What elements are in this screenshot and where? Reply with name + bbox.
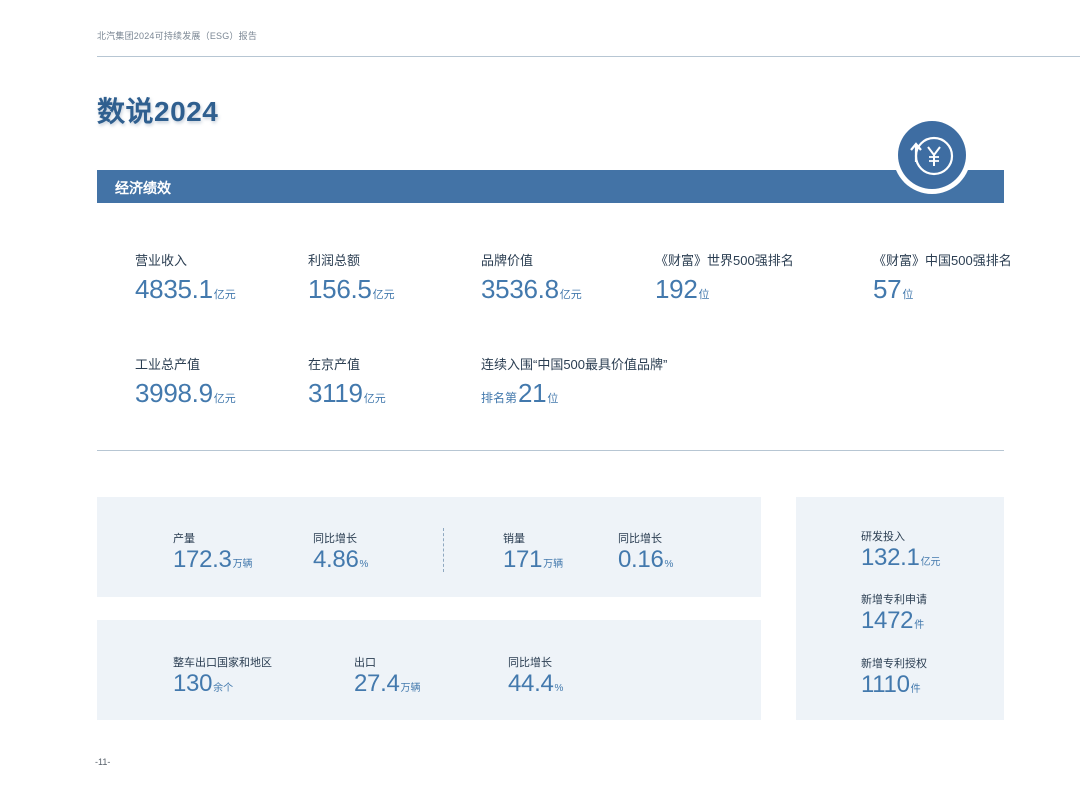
stat-label: 同比增长	[313, 533, 357, 545]
stat-unit: 位	[547, 393, 559, 405]
stat-label: 连续入围“中国500最具价值品牌”	[481, 357, 668, 372]
stat-value: 132.1	[861, 544, 920, 571]
stat-unit: 位	[902, 289, 914, 301]
report-header-title: 北汽集团2024可持续发展（ESG）报告	[97, 31, 258, 41]
stat-rnd-investment: 研发投入 132.1亿元	[861, 528, 941, 576]
section-divider	[97, 450, 1004, 451]
header-divider	[97, 56, 1080, 57]
stat-value: 27.4	[354, 670, 400, 697]
stat-value: 192	[655, 274, 698, 304]
currency-up-arrow-icon	[898, 121, 966, 189]
stat-label: 《财富》世界500强排名	[655, 253, 794, 268]
section-bar: 经济绩效	[97, 170, 1004, 203]
stat-label: 研发投入	[861, 531, 905, 543]
stat-revenue: 营业收入 4835.1亿元	[135, 250, 236, 305]
stat-value: 0.16	[618, 546, 664, 573]
stat-fortune-china: 《财富》中国500强排名 57位	[873, 250, 1012, 305]
stat-value: 1472	[861, 607, 914, 634]
stat-unit: %	[664, 559, 674, 570]
stat-unit: %	[359, 559, 369, 570]
production-panel	[97, 497, 761, 597]
stat-sales: 销量 171万辆	[503, 530, 563, 578]
stat-brand-value: 品牌价值 3536.8亿元	[481, 250, 582, 305]
stat-value: 57	[873, 274, 902, 304]
stat-unit: 亿元	[559, 289, 582, 301]
stat-unit: 亿元	[363, 393, 386, 405]
stat-label: 新增专利申请	[861, 594, 927, 606]
stat-label: 利润总额	[308, 253, 361, 268]
stat-value: 21	[518, 378, 547, 408]
stat-export-volume: 出口 27.4万辆	[354, 654, 421, 702]
stat-unit: 亿元	[920, 557, 941, 568]
stat-label: 整车出口国家和地区	[173, 657, 272, 669]
stat-unit: 件	[910, 684, 921, 695]
stat-fortune-global: 《财富》世界500强排名 192位	[655, 250, 794, 305]
stat-label: 销量	[503, 533, 525, 545]
stat-output-growth: 同比增长 4.86%	[313, 530, 368, 578]
stat-profit: 利润总额 156.5亿元	[308, 250, 395, 305]
stat-sales-growth: 同比增长 0.16%	[618, 530, 673, 578]
stat-unit: 亿元	[372, 289, 395, 301]
stat-value: 3536.8	[481, 274, 559, 304]
stat-value: 156.5	[308, 274, 372, 304]
stat-value: 1110	[861, 671, 910, 698]
stat-unit: 万辆	[400, 683, 421, 694]
stat-patent-applications: 新增专利申请 1472件	[861, 591, 927, 639]
stat-unit: 亿元	[213, 393, 236, 405]
stat-unit: 万辆	[232, 559, 253, 570]
stat-label: 同比增长	[618, 533, 662, 545]
stat-value: 4835.1	[135, 274, 213, 304]
section-title: 经济绩效	[115, 180, 171, 196]
page-title: 数说2024	[97, 96, 219, 127]
stat-value: 172.3	[173, 546, 232, 573]
rnd-panel	[796, 497, 1004, 720]
stat-label: 产量	[173, 533, 195, 545]
stat-production-output: 产量 172.3万辆	[173, 530, 253, 578]
stat-label: 《财富》中国500强排名	[873, 253, 1012, 268]
stat-label: 同比增长	[508, 657, 552, 669]
stat-industrial-output: 工业总产值 3998.9亿元	[135, 354, 236, 409]
stat-unit: 亿元	[213, 289, 236, 301]
stat-unit: 余个	[213, 683, 234, 694]
stat-unit: 件	[914, 620, 925, 631]
stat-patent-grants: 新增专利授权 1110件	[861, 655, 927, 703]
stat-unit: %	[554, 683, 564, 694]
stat-label: 营业收入	[135, 253, 188, 268]
stat-value: 130	[173, 670, 213, 697]
stat-label: 在京产值	[308, 357, 361, 372]
stat-label: 出口	[354, 657, 376, 669]
stat-unit: 位	[698, 289, 710, 301]
stat-prefix: 排名第	[481, 391, 518, 405]
stat-value: 171	[503, 546, 543, 573]
stat-export-growth: 同比增长 44.4%	[508, 654, 563, 702]
stat-unit: 万辆	[543, 559, 564, 570]
stat-export-countries: 整车出口国家和地区 130余个	[173, 654, 272, 702]
stat-brand-rank: 连续入围“中国500最具价值品牌” 排名第21位	[481, 354, 667, 409]
stat-beijing-output: 在京产值 3119亿元	[308, 354, 386, 409]
stat-label: 新增专利授权	[861, 658, 927, 670]
export-panel	[97, 620, 761, 720]
stat-value: 4.86	[313, 546, 359, 573]
stat-value: 44.4	[508, 670, 554, 697]
page-number: -11-	[95, 757, 111, 767]
stat-value: 3119	[308, 378, 363, 408]
stat-label: 品牌价值	[481, 253, 534, 268]
section-badge	[893, 116, 971, 194]
stat-value: 3998.9	[135, 378, 213, 408]
stat-label: 工业总产值	[135, 357, 201, 372]
panel-divider	[443, 528, 444, 572]
